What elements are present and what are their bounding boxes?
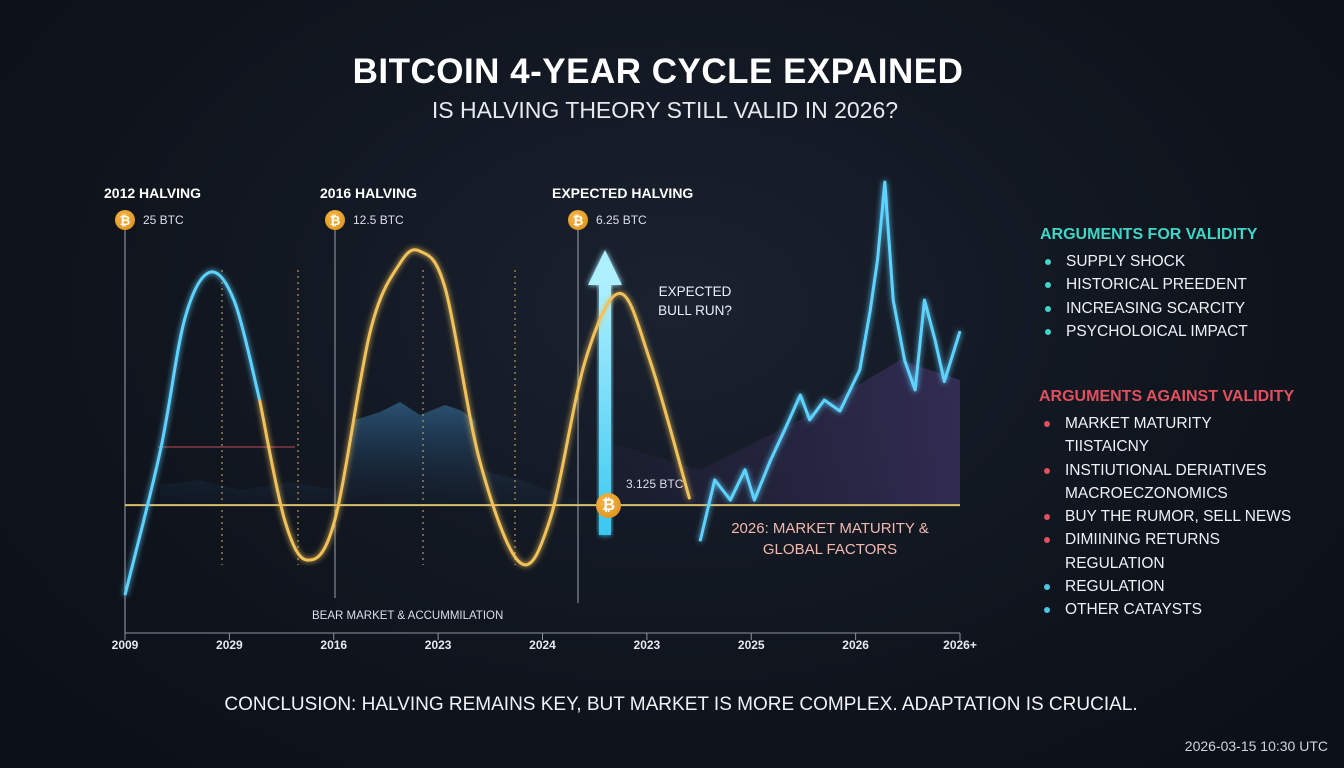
conclusion-text: CONCLUSION: HALVING REMAINS KEY, BUT MAR…: [224, 694, 1138, 715]
halving-reward-2016: ₿ 12.5 BTC: [325, 210, 404, 230]
arrow-up-icon: [588, 250, 622, 285]
bullet-icon: [1045, 328, 1051, 335]
page-title: BITCOIN 4-YEAR CYCLE EXPAINED: [352, 52, 964, 91]
argument-against-item: MARKET MATURITY: [1039, 412, 1294, 435]
bitcoin-coin-icon: ₿: [115, 210, 135, 230]
market-2026-line2: GLOBAL FACTORS: [762, 541, 898, 558]
bitcoin-coin-icon: ₿: [596, 493, 621, 518]
reward-text: 12.5 BTC: [353, 213, 404, 227]
item-text: MARKET MATURITY: [1065, 415, 1212, 432]
argument-against-item: MACROECZONOMICS: [1039, 482, 1294, 505]
argument-for-item: HISTORICAL PREEDENT: [1040, 273, 1257, 296]
halving-label-2016: 2016 HALVING: [320, 185, 417, 201]
volume-area: [160, 402, 600, 506]
bullet-icon: [1045, 305, 1051, 312]
bullet-icon: [1044, 421, 1050, 427]
bull-run-arrow-shaft: [599, 280, 611, 535]
bullet-icon: [1045, 282, 1051, 289]
bullet-icon: [1044, 514, 1050, 521]
item-text: BUY THE RUMOR, SELL NEWS: [1065, 508, 1292, 526]
item-text: INCREASING SCARCITY: [1066, 299, 1246, 317]
x-tick-label: 2009: [111, 638, 139, 652]
timestamp: 2026-03-15 10:30 UTC: [1184, 738, 1328, 754]
item-text: REGULATION: [1065, 578, 1165, 596]
argument-against-item: REGULATION: [1039, 552, 1294, 575]
item-text: INSTIUTIONAL DERIATIVES: [1065, 461, 1267, 479]
x-tick-label: 2016: [320, 638, 348, 652]
bullet-icon: [1045, 259, 1051, 265]
bull-run-annotation: EXPECTED BULL RUN?: [658, 284, 732, 318]
argument-against-item: REGULATION: [1039, 575, 1294, 598]
halving-reward-2012: ₿ 25 BTC: [115, 210, 184, 230]
argument-against-item: INSTIUTIONAL DERIATIVES: [1039, 459, 1294, 482]
bullet-icon: [1044, 467, 1050, 474]
bullet-icon: [1044, 607, 1050, 614]
arguments-against-title: ARGUMENTS AGAINST VALIDITY: [1039, 388, 1295, 405]
x-tick-label: 2026+: [943, 638, 977, 652]
halving-label-expected: EXPECTED HALVING: [552, 185, 694, 201]
item-text: TIISTAICNY: [1065, 438, 1150, 456]
argument-for-item: PSYCHOLOICAL IMPACT: [1040, 320, 1257, 343]
arguments-for-panel: ARGUMENTS FOR VALIDITY SUPPLY SHOCK HISTO…: [1040, 226, 1257, 343]
x-tick-label: 2029: [216, 638, 243, 652]
item-text: DIMIINING RETURNS: [1065, 531, 1220, 549]
argument-for-item: SUPPLY SHOCK: [1040, 250, 1257, 273]
x-tick-label: 2023: [633, 638, 661, 652]
item-text: PSYCHOLOICAL IMPACT: [1066, 322, 1248, 340]
bullet-icon: [1044, 584, 1050, 591]
market-2026-line1: 2026: MARKET MATURITY &: [731, 520, 929, 537]
x-tick-label: 2025: [737, 638, 765, 652]
halving-reward-expected: ₿ 6.25 BTC: [568, 210, 647, 230]
item-text: SUPPLY SHOCK: [1066, 253, 1186, 270]
arguments-against-list: MARKET MATURITY TIISTAICNY INSTIUTIONAL DE…: [1039, 412, 1294, 622]
reward-text: 25 BTC: [143, 213, 184, 227]
x-tick-label: 2024: [529, 638, 556, 652]
bear-market-annotation: BEAR MARKET & ACCUMMILATION: [312, 610, 504, 622]
item-text: MACROECZONOMICS: [1065, 484, 1228, 502]
series-line-0: [123, 270, 262, 596]
market-2026-annotation: 2026: MARKET MATURITY & GLOBAL FACTORS: [712, 518, 948, 560]
x-tick-label: 2026: [842, 638, 869, 652]
arguments-for-title: ARGUMENTS FOR VALIDITY: [1040, 226, 1258, 243]
arguments-for-list: SUPPLY SHOCK HISTORICAL PREEDENT INCREASIN…: [1040, 250, 1257, 343]
arguments-against-panel: ARGUMENTS AGAINST VALIDITY MARKET MATURI…: [1039, 388, 1294, 622]
argument-against-item: TIISTAICNY: [1039, 435, 1294, 458]
halving-label-2012: 2012 HALVING: [104, 185, 201, 201]
item-text: HISTORICAL PREEDENT: [1066, 276, 1247, 294]
bullet-icon: [1044, 537, 1050, 544]
item-text: OTHER CATAYSTS: [1065, 601, 1202, 619]
page-subtitle: IS HALVING THEORY STILL VALID IN 2026?: [431, 97, 899, 123]
argument-against-item: BUY THE RUMOR, SELL NEWS: [1039, 505, 1294, 528]
series-line-1: [258, 248, 692, 567]
series-line-2: [698, 180, 962, 542]
next-reward-label: 3.125 BTC: [626, 477, 684, 491]
market-area: [600, 360, 960, 505]
x-tick-label: 2023: [424, 638, 452, 652]
reward-text: 6.25 BTC: [596, 213, 647, 227]
argument-against-item: OTHER CATAYSTS: [1039, 598, 1294, 621]
bitcoin-coin-icon: ₿: [325, 210, 345, 230]
argument-for-item: INCREASING SCARCITY: [1040, 297, 1257, 320]
item-text: REGULATION: [1065, 554, 1165, 572]
bitcoin-coin-icon: ₿: [568, 210, 588, 230]
argument-against-item: DIMIINING RETURNS: [1039, 528, 1294, 551]
